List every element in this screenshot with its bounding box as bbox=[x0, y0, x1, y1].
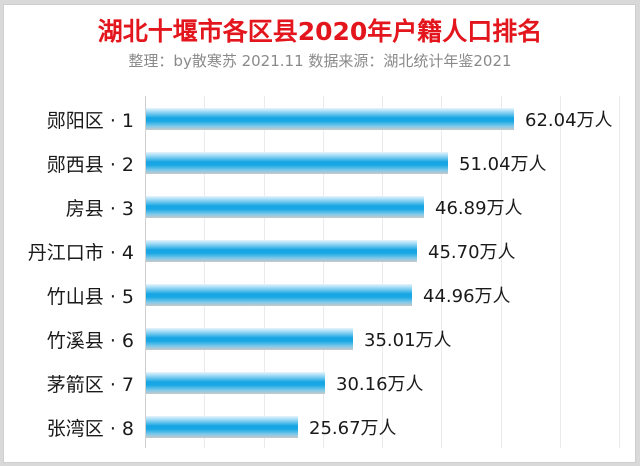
bar bbox=[146, 284, 412, 306]
plot-area: 62.04万人 51.04万人 46.89万人 45.70万人 44.96万人 35.01… bbox=[145, 96, 620, 448]
bar bbox=[146, 240, 417, 262]
category-label: 房县 · 3 bbox=[65, 198, 134, 220]
bar-value-label: 45.70万人 bbox=[428, 242, 516, 263]
gridline bbox=[382, 96, 383, 448]
bar-row: 35.01万人 bbox=[145, 316, 619, 360]
bar-value-label: 62.04万人 bbox=[525, 110, 613, 131]
y-axis-line bbox=[145, 96, 146, 448]
bar-value-label: 35.01万人 bbox=[364, 330, 452, 351]
category-label: 郧西县 · 2 bbox=[46, 154, 134, 176]
bar bbox=[146, 196, 424, 218]
chart-title: 湖北十堰市各区县2020年户籍人口排名 bbox=[97, 17, 543, 46]
gridline bbox=[560, 96, 561, 448]
category-label: 竹溪县 · 6 bbox=[46, 330, 134, 352]
category-label: 郧阳区 · 1 bbox=[46, 110, 134, 132]
chart-subtitle: 整理：by散寒苏 2021.11 数据来源：湖北统计年鉴2021 bbox=[128, 52, 512, 70]
gridline bbox=[204, 96, 205, 448]
bar bbox=[146, 108, 514, 130]
bar bbox=[146, 152, 448, 174]
category-label: 茅箭区 · 7 bbox=[46, 374, 134, 396]
bar-row: 62.04万人 bbox=[145, 96, 619, 140]
bar-value-label: 44.96万人 bbox=[423, 286, 511, 307]
bar bbox=[146, 416, 298, 438]
bar-value-label: 25.67万人 bbox=[309, 418, 397, 439]
gridline bbox=[441, 96, 442, 448]
category-label: 丹江口市 · 4 bbox=[27, 242, 134, 264]
gridline bbox=[619, 96, 620, 448]
gridline bbox=[501, 96, 502, 448]
bar-value-label: 51.04万人 bbox=[459, 154, 547, 175]
bar bbox=[146, 328, 353, 350]
bar-row: 51.04万人 bbox=[145, 140, 619, 184]
gridline bbox=[323, 96, 324, 448]
bar bbox=[146, 372, 325, 394]
bar-row: 46.89万人 bbox=[145, 184, 619, 228]
category-label: 竹山县 · 5 bbox=[46, 286, 134, 308]
bar-row: 25.67万人 bbox=[145, 404, 619, 448]
bar-value-label: 46.89万人 bbox=[435, 198, 523, 219]
bar-row: 30.16万人 bbox=[145, 360, 619, 404]
gridline bbox=[264, 96, 265, 448]
category-label: 张湾区 · 8 bbox=[46, 418, 134, 440]
bar-row: 45.70万人 bbox=[145, 228, 619, 272]
bar-value-label: 30.16万人 bbox=[336, 374, 424, 395]
bar-row: 44.96万人 bbox=[145, 272, 619, 316]
